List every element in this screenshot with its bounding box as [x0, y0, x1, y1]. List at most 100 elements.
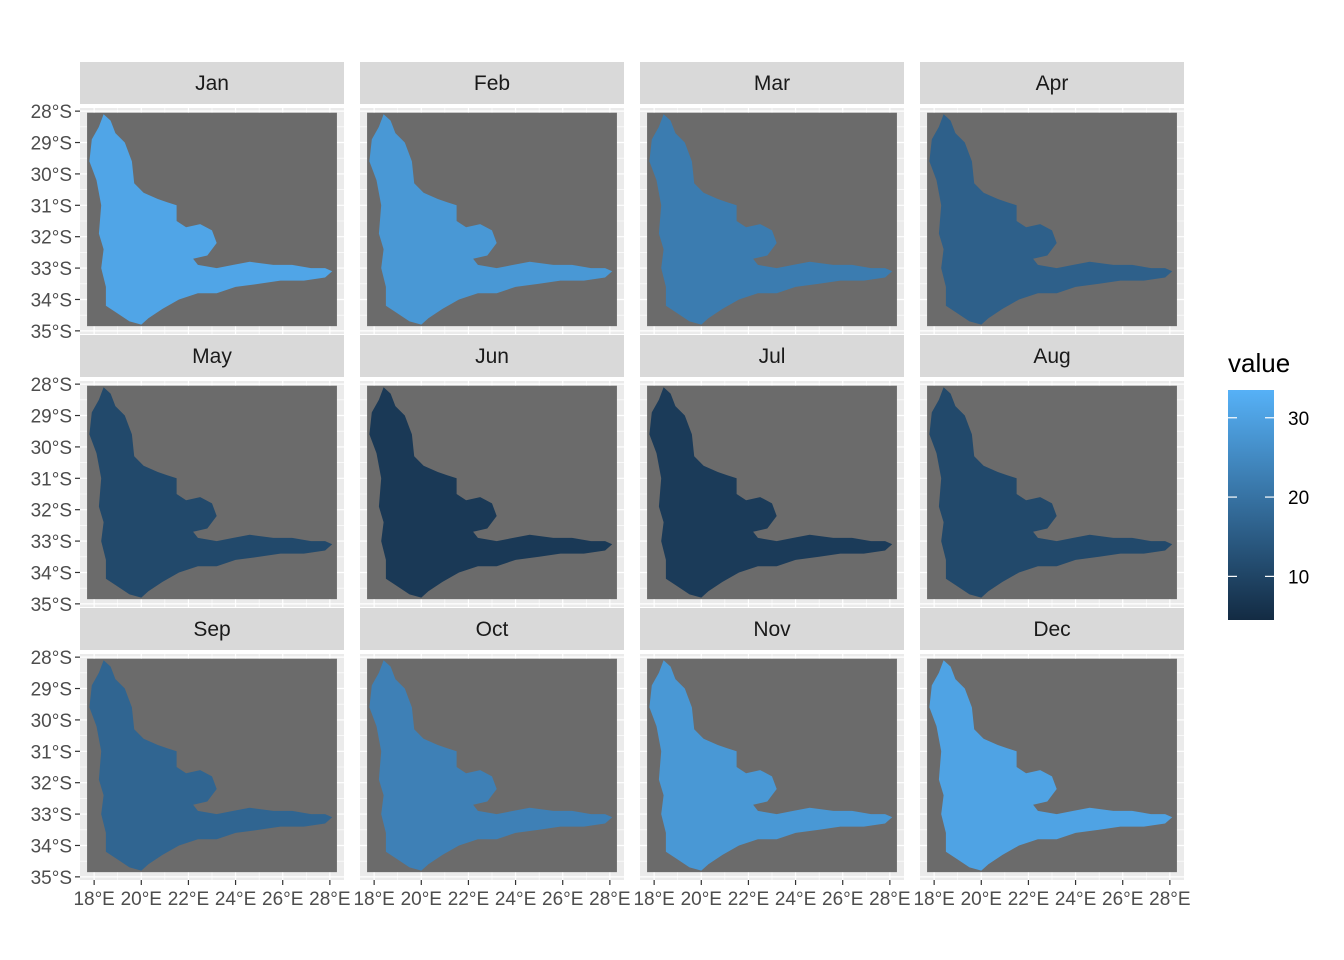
x-tick-label: 26°E: [542, 889, 583, 910]
y-tick-label: 35°S: [31, 868, 72, 889]
facet-strip: [920, 62, 1184, 104]
y-tick-label: 29°S: [31, 407, 72, 428]
facet-panel-dec: Dec 18°E 20°E 22°E 24°E 26°E 28°E: [913, 608, 1191, 910]
y-tick-label: 28°S: [31, 648, 72, 669]
y-tick-label: 34°S: [31, 563, 72, 584]
region-fill: [369, 114, 613, 325]
y-tick-label: 31°S: [31, 196, 72, 217]
x-tick-label: 18°E: [913, 889, 954, 910]
y-axis: 28°S 29°S 30°S 31°S 32°S 33°S 34°S 35°S: [31, 375, 80, 616]
legend-colorbar: [1228, 390, 1274, 620]
facet-panel-feb: Feb: [360, 62, 624, 334]
facet-panel-nov: Nov 18°E 20°E 22°E 24°E 26°E 28°E: [633, 608, 911, 910]
panel-grid: Jan 28°S 29°S 30°S 31°S 32°S 33°S 34°S 35°S Feb Ma…: [31, 62, 1191, 910]
facet-strip-label: Feb: [474, 72, 510, 95]
legend: value 10 20 30: [1228, 348, 1309, 620]
region-fill: [369, 660, 613, 871]
x-tick-label: 28°E: [869, 889, 910, 910]
x-tick-label: 28°E: [1149, 889, 1190, 910]
legend-tick-label: 30: [1288, 409, 1309, 430]
facet-strip-label: Jul: [759, 345, 786, 368]
y-tick-label: 32°S: [31, 501, 72, 522]
region-fill: [649, 387, 893, 598]
facet-strip-label: Nov: [753, 618, 791, 641]
facet-strip-label: Dec: [1033, 618, 1070, 641]
x-tick-label: 20°E: [121, 889, 162, 910]
region-fill: [89, 114, 333, 325]
facet-panel-may: May 28°S 29°S 30°S 31°S 32°S 33°S 34°S 35°S: [31, 335, 344, 616]
x-axis: 18°E 20°E 22°E 24°E 26°E 28°E: [633, 880, 911, 910]
facet-strip: [360, 335, 624, 377]
region-fill: [929, 660, 1173, 871]
facet-strip: [80, 62, 344, 104]
x-tick-label: 26°E: [1102, 889, 1143, 910]
facet-strip: [640, 335, 904, 377]
facet-strip: [80, 608, 344, 650]
x-tick-label: 20°E: [961, 889, 1002, 910]
facet-strip-label: Sep: [193, 618, 230, 641]
facet-strip: [920, 335, 1184, 377]
x-tick-label: 24°E: [1055, 889, 1096, 910]
x-tick-label: 22°E: [448, 889, 489, 910]
facet-strip: [920, 608, 1184, 650]
x-tick-label: 18°E: [73, 889, 114, 910]
x-tick-label: 26°E: [262, 889, 303, 910]
region-fill: [649, 660, 893, 871]
region-fill: [929, 387, 1173, 598]
legend-title: value: [1228, 348, 1290, 378]
facet-panel-jul: Jul: [640, 335, 904, 607]
y-tick-label: 34°S: [31, 836, 72, 857]
x-tick-label: 22°E: [728, 889, 769, 910]
facet-panel-aug: Aug: [920, 335, 1184, 607]
x-tick-label: 18°E: [633, 889, 674, 910]
facet-strip: [640, 62, 904, 104]
facet-strip-label: Jan: [195, 72, 229, 95]
x-axis: 18°E 20°E 22°E 24°E 26°E 28°E: [73, 880, 351, 910]
facet-strip: [80, 335, 344, 377]
x-tick-label: 28°E: [589, 889, 630, 910]
legend-tick-label: 10: [1288, 567, 1309, 588]
x-tick-label: 24°E: [775, 889, 816, 910]
facet-strip-label: Apr: [1036, 72, 1069, 95]
y-tick-label: 30°S: [31, 438, 72, 459]
x-tick-label: 24°E: [215, 889, 256, 910]
y-tick-label: 31°S: [31, 742, 72, 763]
region-fill: [89, 660, 333, 871]
facet-strip: [360, 62, 624, 104]
y-tick-label: 28°S: [31, 375, 72, 396]
facet-panel-mar: Mar: [640, 62, 904, 334]
x-tick-label: 18°E: [353, 889, 394, 910]
x-tick-label: 20°E: [681, 889, 722, 910]
y-tick-label: 32°S: [31, 774, 72, 795]
x-tick-label: 24°E: [495, 889, 536, 910]
facet-strip-label: Jun: [475, 345, 509, 368]
y-tick-label: 33°S: [31, 805, 72, 826]
facet-strip-label: May: [192, 345, 232, 368]
y-tick-label: 32°S: [31, 228, 72, 249]
region-fill: [89, 387, 333, 598]
y-axis: 28°S 29°S 30°S 31°S 32°S 33°S 34°S 35°S: [31, 648, 80, 889]
facet-strip: [360, 608, 624, 650]
x-tick-label: 22°E: [1008, 889, 1049, 910]
facet-strip-label: Oct: [476, 618, 509, 641]
facet-panel-jun: Jun: [360, 335, 624, 607]
y-tick-label: 35°S: [31, 322, 72, 343]
facet-panel-apr: Apr: [920, 62, 1184, 334]
y-axis: 28°S 29°S 30°S 31°S 32°S 33°S 34°S 35°S: [31, 102, 80, 343]
region-fill: [369, 387, 613, 598]
region-fill: [929, 114, 1173, 325]
x-tick-label: 20°E: [401, 889, 442, 910]
y-tick-label: 34°S: [31, 290, 72, 311]
facet-strip-label: Aug: [1033, 345, 1070, 368]
facet-panel-oct: Oct 18°E 20°E 22°E 24°E 26°E 28°E: [353, 608, 631, 910]
y-tick-label: 28°S: [31, 102, 72, 123]
y-tick-label: 30°S: [31, 711, 72, 732]
facet-strip-label: Mar: [754, 72, 790, 95]
y-tick-label: 35°S: [31, 595, 72, 616]
region-fill: [649, 114, 893, 325]
x-axis: 18°E 20°E 22°E 24°E 26°E 28°E: [913, 880, 1191, 910]
legend-tick-label: 20: [1288, 488, 1309, 509]
x-axis: 18°E 20°E 22°E 24°E 26°E 28°E: [353, 880, 631, 910]
